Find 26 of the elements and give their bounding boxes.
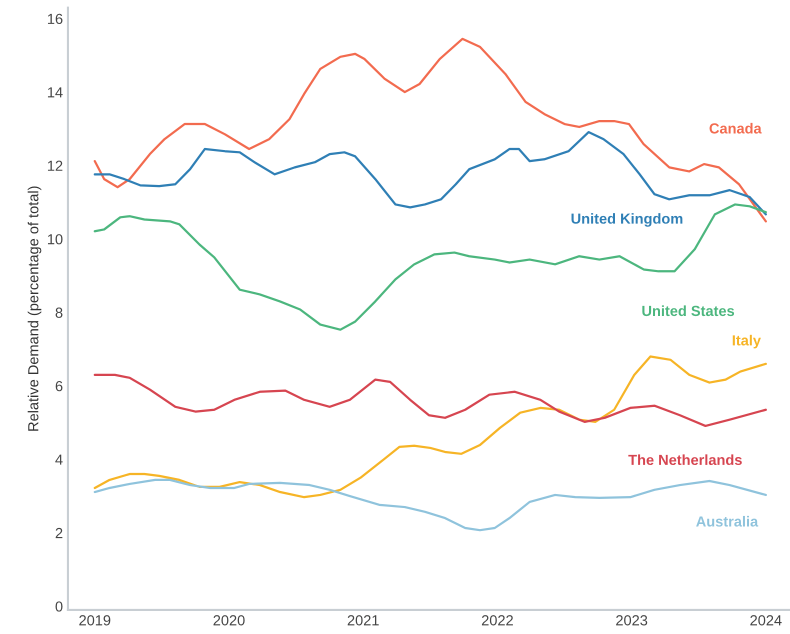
y-tick-label: 8 (56, 308, 62, 318)
y-axis-title: Relative Demand (percentage of total) (28, 186, 42, 431)
y-tick-label: 2 (56, 528, 62, 538)
line-series (94, 478, 767, 532)
y-tick-label: 12 (48, 160, 62, 171)
text: The Netherlands (628, 454, 742, 466)
y-tick-label: 4 (55, 454, 63, 465)
line-series (94, 374, 767, 428)
line-series (94, 203, 767, 331)
x-tick-label: 2022 (482, 615, 513, 626)
y-tick-label: 6 (56, 380, 62, 392)
text: United States (642, 305, 734, 316)
y-tick-label: 14 (48, 87, 63, 98)
series-label: Italy (732, 334, 761, 348)
text: Canada (710, 122, 762, 134)
y-tick-label: 10 (48, 234, 63, 244)
y-tick-label: 0 (56, 601, 63, 612)
line-series (94, 355, 767, 498)
x-tick-label: 2023 (616, 615, 648, 626)
series-label: Australia (696, 516, 758, 527)
x-tick-label: 2019 (79, 615, 110, 626)
x-tick-label: 2024 (750, 615, 782, 626)
x-tick-label: 2020 (214, 615, 245, 626)
series-label: United Kingdom (572, 213, 682, 227)
x-tick-label: 2021 (348, 615, 379, 626)
y-tick-label: 16 (48, 14, 62, 24)
